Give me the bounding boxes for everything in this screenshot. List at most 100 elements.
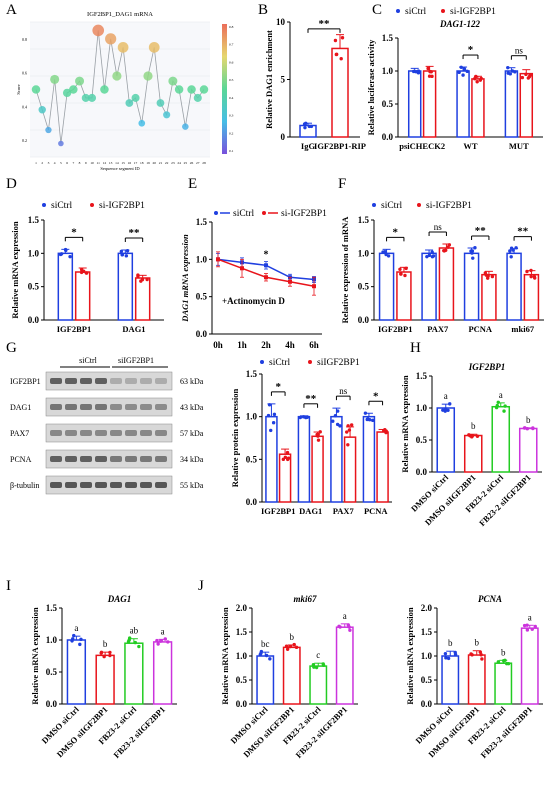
y-axis-label: Relative mRNA expression bbox=[220, 607, 230, 704]
bar-DMSO siCtrl-point bbox=[446, 656, 451, 661]
significance-letter: b bbox=[471, 421, 476, 431]
bar-DMSO siIGF2BP1-point bbox=[479, 653, 483, 657]
blot-band bbox=[155, 404, 167, 410]
y-tick-label: 0.2 bbox=[22, 138, 27, 143]
significance-letter: a bbox=[444, 391, 448, 401]
x-tick-label: 28 bbox=[202, 161, 206, 165]
panel-label: G bbox=[6, 340, 17, 356]
bar-IGF2BP1-siCtrl-point bbox=[272, 412, 277, 417]
y-tick-label: 0.5 bbox=[236, 675, 248, 685]
blot-band bbox=[140, 378, 152, 384]
legend-label: si-IGF2BP1 bbox=[450, 7, 496, 17]
bar-DAG1-siIGF2BP1-point bbox=[315, 432, 319, 437]
blot-band bbox=[80, 378, 92, 384]
bar-FB23-2 siCtrl-point bbox=[312, 665, 316, 669]
x-tick-label: 9 bbox=[85, 161, 87, 165]
blot-band bbox=[140, 404, 152, 410]
x-tick-label: 7 bbox=[72, 161, 74, 165]
colorbar-tick-label: 0.3 bbox=[229, 114, 234, 118]
y-tick-label: 1.5 bbox=[196, 217, 208, 227]
bar-PCNA-siCtrl bbox=[463, 252, 480, 321]
bar-DMSO siIGF2BP1-point bbox=[467, 433, 471, 437]
bar-FB23-2 siIGF2BP1-point bbox=[348, 628, 352, 632]
bar-FB23-2 siCtrl bbox=[491, 405, 511, 473]
y-tick-label: 1.5 bbox=[246, 369, 258, 379]
bar-psiCHECK2-siCtrl-point bbox=[416, 69, 421, 73]
bar-FB23-2 siIGF2BP1-point bbox=[155, 638, 159, 643]
bar-DAG1-siCtrl-point bbox=[119, 249, 124, 254]
blot-kda-label: 34 kDa bbox=[180, 455, 204, 464]
bar-IgG-point bbox=[302, 122, 307, 126]
bar-PAX7-siCtrl-point bbox=[335, 409, 340, 413]
legend-marker bbox=[42, 203, 46, 207]
x-tick-label: 0h bbox=[213, 340, 223, 350]
bar-DAG1-siCtrl-point bbox=[124, 254, 129, 258]
sig-bracket-label: * bbox=[393, 226, 399, 238]
bar-DMSO siIGF2BP1-point bbox=[288, 644, 292, 649]
bar-FB23-2 siCtrl bbox=[309, 665, 328, 705]
blot-band bbox=[80, 482, 92, 488]
y-tick-label: 0.5 bbox=[28, 282, 40, 292]
bar-FB23-2 siIGF2BP1-point bbox=[525, 628, 530, 632]
bar-WT-siCtrl-point bbox=[465, 69, 469, 74]
bar-FB23-2 siCtrl-point bbox=[311, 662, 316, 667]
bar-IGF2BP1-si-IGF2BP1-point bbox=[399, 272, 403, 276]
panel-label: H bbox=[410, 340, 421, 356]
y-axis-label: Relative mRNA expression bbox=[400, 375, 410, 472]
x-tick-label: 24 bbox=[177, 161, 181, 165]
blot-band bbox=[50, 482, 62, 488]
blot-band bbox=[95, 430, 107, 436]
sig-bracket-label: ** bbox=[129, 227, 141, 239]
x-tick-label: PCNA bbox=[364, 506, 388, 516]
bar-IGF2BP1-siCtrl-point bbox=[267, 403, 272, 407]
blot-kda-label: 55 kDa bbox=[180, 481, 204, 490]
bar-PAX7-siCtrl-point bbox=[333, 414, 338, 418]
bar-DAG1-si-IGF2BP1-point bbox=[139, 279, 143, 283]
bar-psiCHECK2-si-IGF2BP1-point bbox=[430, 74, 434, 79]
bar-DMSO siIGF2BP1-point bbox=[475, 434, 480, 438]
blot-protein-label: IGF2BP1 bbox=[10, 377, 41, 386]
y-tick-label: 2.0 bbox=[236, 603, 248, 613]
bar-DMSO siCtrl-point bbox=[70, 639, 74, 643]
blot-band bbox=[50, 430, 62, 436]
bar-FB23-2 siCtrl-point bbox=[127, 638, 131, 642]
x-tick-label: 14 bbox=[115, 161, 119, 165]
sig-bracket-label: ** bbox=[475, 225, 487, 237]
bar-PAX7-siCtrl bbox=[330, 415, 343, 503]
bar-IGF2BP1-RIP bbox=[331, 47, 349, 138]
bar-WT-siCtrl-point bbox=[457, 70, 461, 75]
x-tick-label: 3 bbox=[48, 161, 50, 165]
bar-IGF2BP1-siCtrl-point bbox=[68, 254, 72, 259]
bar-mki67-siCtrl-point bbox=[514, 246, 518, 250]
bar-IGF2BP1-siIGF2BP1-point bbox=[285, 450, 290, 455]
y-axis-label: Relative protein expression bbox=[230, 389, 240, 488]
score-point bbox=[163, 111, 171, 119]
score-point bbox=[31, 85, 41, 94]
blot-band bbox=[110, 456, 122, 462]
x-tick-label: 11 bbox=[97, 161, 101, 165]
blot-strip bbox=[45, 423, 173, 443]
bar-FB23-2 siIGF2BP1-point bbox=[522, 623, 527, 628]
panel-label: C bbox=[372, 2, 382, 18]
bar-PCNA-siIGF2BP1-point bbox=[384, 430, 388, 435]
y-tick-label: 0.0 bbox=[236, 699, 248, 709]
bar-psiCHECK2-siCtrl-point bbox=[411, 69, 416, 74]
panel-label: I bbox=[6, 578, 11, 594]
blot-band bbox=[80, 404, 92, 410]
blot-band bbox=[50, 456, 62, 462]
bar-DMSO siCtrl-point bbox=[78, 642, 82, 647]
y-tick-label: 0.5 bbox=[196, 292, 208, 302]
bar-DMSO siIGF2BP1-point bbox=[480, 657, 484, 661]
significance-letter: a bbox=[528, 612, 532, 622]
bar-PAX7-siCtrl bbox=[421, 252, 437, 321]
y-tick-label: 0.0 bbox=[421, 699, 433, 709]
bar-DAG1-siCtrl-point bbox=[305, 415, 309, 420]
bar-FB23-2 siIGF2BP1 bbox=[152, 641, 173, 705]
legend-marker bbox=[262, 211, 266, 215]
significance-letter: a bbox=[74, 623, 78, 633]
x-tick-label: FB23-2 siIGF2BP1 bbox=[111, 704, 167, 760]
x-tick-label: 2h bbox=[261, 340, 271, 350]
legend-label: siCtrl bbox=[51, 201, 72, 211]
annotation: +Actinomycin D bbox=[222, 296, 285, 306]
bar-IGF2BP1-si-IGF2BP1 bbox=[74, 271, 91, 321]
